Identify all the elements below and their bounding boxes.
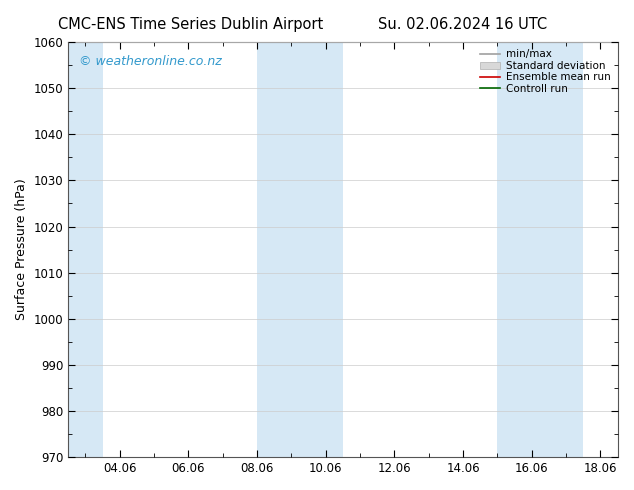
Text: © weatheronline.co.nz: © weatheronline.co.nz	[79, 54, 222, 68]
Bar	[498, 42, 583, 457]
Text: CMC-ENS Time Series Dublin Airport: CMC-ENS Time Series Dublin Airport	[58, 17, 323, 32]
Y-axis label: Surface Pressure (hPa): Surface Pressure (hPa)	[15, 179, 28, 320]
Bar	[68, 42, 103, 457]
Text: Su. 02.06.2024 16 UTC: Su. 02.06.2024 16 UTC	[378, 17, 547, 32]
Bar	[257, 42, 343, 457]
Legend: min/max, Standard deviation, Ensemble mean run, Controll run: min/max, Standard deviation, Ensemble me…	[477, 47, 612, 96]
